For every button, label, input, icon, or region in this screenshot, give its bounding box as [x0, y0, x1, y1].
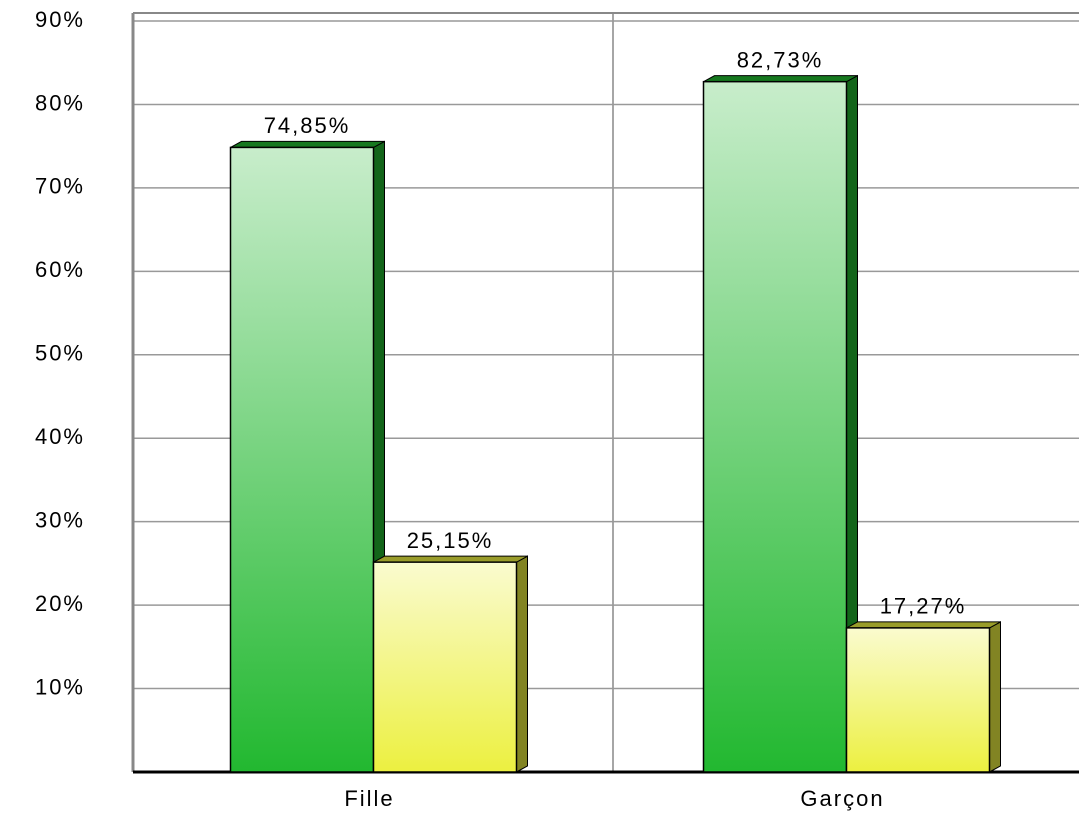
y-tick-label: 80% — [35, 90, 85, 115]
value-label: 25,15% — [407, 528, 494, 553]
y-tick-label: 40% — [35, 424, 85, 449]
bar — [229, 146, 375, 773]
x-tick-label: Fille — [344, 786, 394, 811]
bar — [845, 627, 991, 773]
bar-top — [703, 75, 858, 83]
y-tick-label: 50% — [35, 341, 85, 366]
x-tick-label: Garçon — [800, 786, 884, 811]
bar-top — [846, 621, 1001, 629]
y-tick-label: 90% — [35, 7, 85, 32]
bar-side — [516, 555, 528, 773]
y-tick-label: 30% — [35, 507, 85, 532]
y-tick-label: 20% — [35, 591, 85, 616]
y-tick-label: 10% — [35, 674, 85, 699]
bar-side — [989, 621, 1001, 773]
y-tick-label: 60% — [35, 257, 85, 282]
bar-top — [230, 140, 385, 148]
value-label: 17,27% — [880, 594, 967, 619]
value-label: 74,85% — [264, 113, 351, 138]
bar — [702, 80, 848, 773]
bar — [372, 561, 518, 773]
y-tick-label: 70% — [35, 174, 85, 199]
bar-top — [373, 555, 528, 563]
value-label: 82,73% — [737, 47, 824, 72]
